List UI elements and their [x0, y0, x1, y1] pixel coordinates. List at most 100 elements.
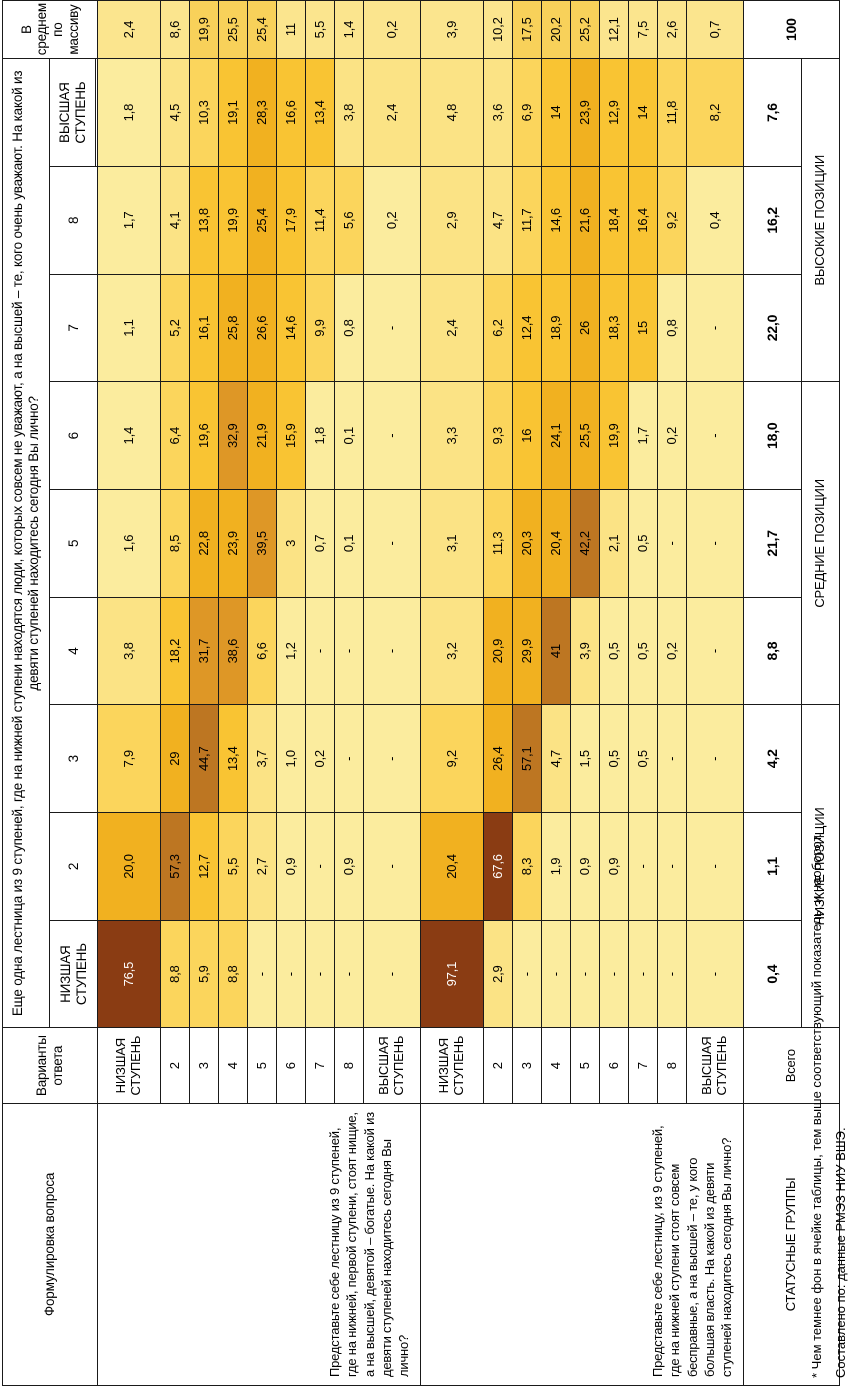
average-cell: 3,9 — [420, 0, 484, 59]
value-cell: 14,6 — [276, 274, 306, 382]
value-cell: 0,2 — [657, 597, 687, 705]
value-cell: 8,8 — [160, 920, 190, 1028]
row-label: 5 — [570, 1027, 600, 1104]
total-cell: 0,4 — [743, 920, 802, 1028]
totals-row: СТАТУСНЫЕ ГРУППЫ Всего 0,4 1,1 4,2 8,8 2… — [743, 0, 840, 1386]
value-cell: 13,8 — [189, 166, 219, 275]
value-cell: 1,7 — [97, 166, 161, 275]
value-cell: 14,6 — [541, 166, 571, 275]
value-cell: 13,4 — [305, 58, 335, 167]
value-cell: 3,7 — [247, 704, 277, 813]
column-header: 5 — [49, 489, 98, 598]
value-cell: 0,8 — [334, 274, 364, 382]
average-cell: 2,6 — [657, 0, 687, 59]
value-cell: 31,7 — [189, 597, 219, 705]
total-cell: 21,7 — [743, 489, 802, 598]
value-cell: 26,4 — [483, 704, 513, 813]
average-cell: 20,2 — [541, 0, 571, 59]
value-cell: - — [686, 597, 744, 705]
value-cell: 15 — [628, 274, 658, 382]
column-header: 8 — [49, 166, 98, 275]
value-cell: 97,1 — [420, 920, 484, 1028]
value-cell: 76,5 — [97, 920, 161, 1028]
row-label: 3 — [512, 1027, 542, 1104]
value-cell: - — [541, 920, 571, 1028]
value-cell: 8,2 — [686, 58, 744, 167]
column-header: 2 — [49, 812, 98, 921]
value-cell: - — [363, 704, 421, 813]
value-cell: 0,2 — [657, 381, 687, 490]
value-cell: 29,9 — [512, 597, 542, 705]
value-cell: - — [247, 920, 277, 1028]
value-cell: 16 — [512, 381, 542, 490]
average-cell: 2,4 — [97, 0, 161, 59]
block-power: Представьте себе лестницу, из 9 ступеней… — [420, 0, 744, 1386]
value-cell: 11,4 — [305, 166, 335, 275]
row-label: ВЫСШАЯ СТУПЕНЬ — [686, 1027, 744, 1104]
main-question: Еще одна лестница из 9 ступеней, где на … — [2, 58, 50, 1028]
value-cell: 1,6 — [97, 489, 161, 598]
value-cell: 25,5 — [570, 381, 600, 490]
row-label: 7 — [628, 1027, 658, 1104]
value-cell: 3,1 — [420, 489, 484, 598]
value-cell: 21,9 — [247, 381, 277, 490]
value-cell: 2,9 — [483, 920, 513, 1028]
value-cell: 26,6 — [247, 274, 277, 382]
value-cell: 8,8 — [218, 920, 248, 1028]
column-header: 6 — [49, 381, 98, 490]
value-cell: 3,8 — [97, 597, 161, 705]
value-cell: - — [334, 704, 364, 813]
row-label: 6 — [599, 1027, 629, 1104]
value-cell: 8,3 — [512, 812, 542, 921]
value-cell: - — [686, 704, 744, 813]
value-cell: 18,3 — [599, 274, 629, 382]
value-cell: - — [363, 489, 421, 598]
value-cell: 2,4 — [420, 274, 484, 382]
value-cell: 0,9 — [334, 812, 364, 921]
question-text: Представьте себе лестницу из 9 ступеней,… — [97, 1103, 421, 1386]
value-cell: 4,5 — [160, 58, 190, 167]
value-cell: 9,3 — [483, 381, 513, 490]
value-cell: - — [686, 274, 744, 382]
value-cell: - — [657, 489, 687, 598]
value-cell: 15,9 — [276, 381, 306, 490]
value-cell: - — [363, 920, 421, 1028]
value-cell: 2,4 — [363, 58, 421, 167]
average-cell: 10,2 — [483, 0, 513, 59]
value-cell: 32,9 — [218, 381, 248, 490]
value-cell: - — [363, 597, 421, 705]
value-cell: - — [334, 920, 364, 1028]
average-cell: 25,2 — [570, 0, 600, 59]
value-cell: 4,1 — [160, 166, 190, 275]
value-cell: 41 — [541, 597, 571, 705]
value-cell: - — [657, 920, 687, 1028]
row-label: НИЗШАЯ СТУПЕНЬ — [97, 1027, 161, 1104]
value-cell: 1,5 — [570, 704, 600, 813]
value-cell: 18,2 — [160, 597, 190, 705]
value-cell: 12,9 — [599, 58, 629, 167]
value-cell: 19,9 — [599, 381, 629, 490]
value-cell: 2,9 — [420, 166, 484, 275]
total-cell: 16,2 — [743, 166, 802, 275]
value-cell: 3 — [276, 489, 306, 598]
value-cell: 0,1 — [334, 489, 364, 598]
footnote-shading: * Чем темнее фон в ячейке таблицы, тем в… — [809, 833, 824, 1378]
value-cell: - — [570, 920, 600, 1028]
value-cell: 0,9 — [599, 812, 629, 921]
value-cell: 1,9 — [541, 812, 571, 921]
value-cell: 3,2 — [420, 597, 484, 705]
value-cell: 22,8 — [189, 489, 219, 598]
value-cell: - — [657, 704, 687, 813]
value-cell: 0,4 — [686, 166, 744, 275]
average-cell: 1,4 — [334, 0, 364, 59]
average-header: В среднем по массиву — [2, 0, 98, 59]
value-cell: 1,8 — [305, 381, 335, 490]
value-cell: 25,4 — [247, 166, 277, 275]
row-label: 2 — [160, 1027, 190, 1104]
row-label: 4 — [541, 1027, 571, 1104]
value-cell: 16,6 — [276, 58, 306, 167]
value-cell: 26 — [570, 274, 600, 382]
value-cell: 0,2 — [363, 166, 421, 275]
average-cell: 25,4 — [247, 0, 277, 59]
average-cell: 8,6 — [160, 0, 190, 59]
